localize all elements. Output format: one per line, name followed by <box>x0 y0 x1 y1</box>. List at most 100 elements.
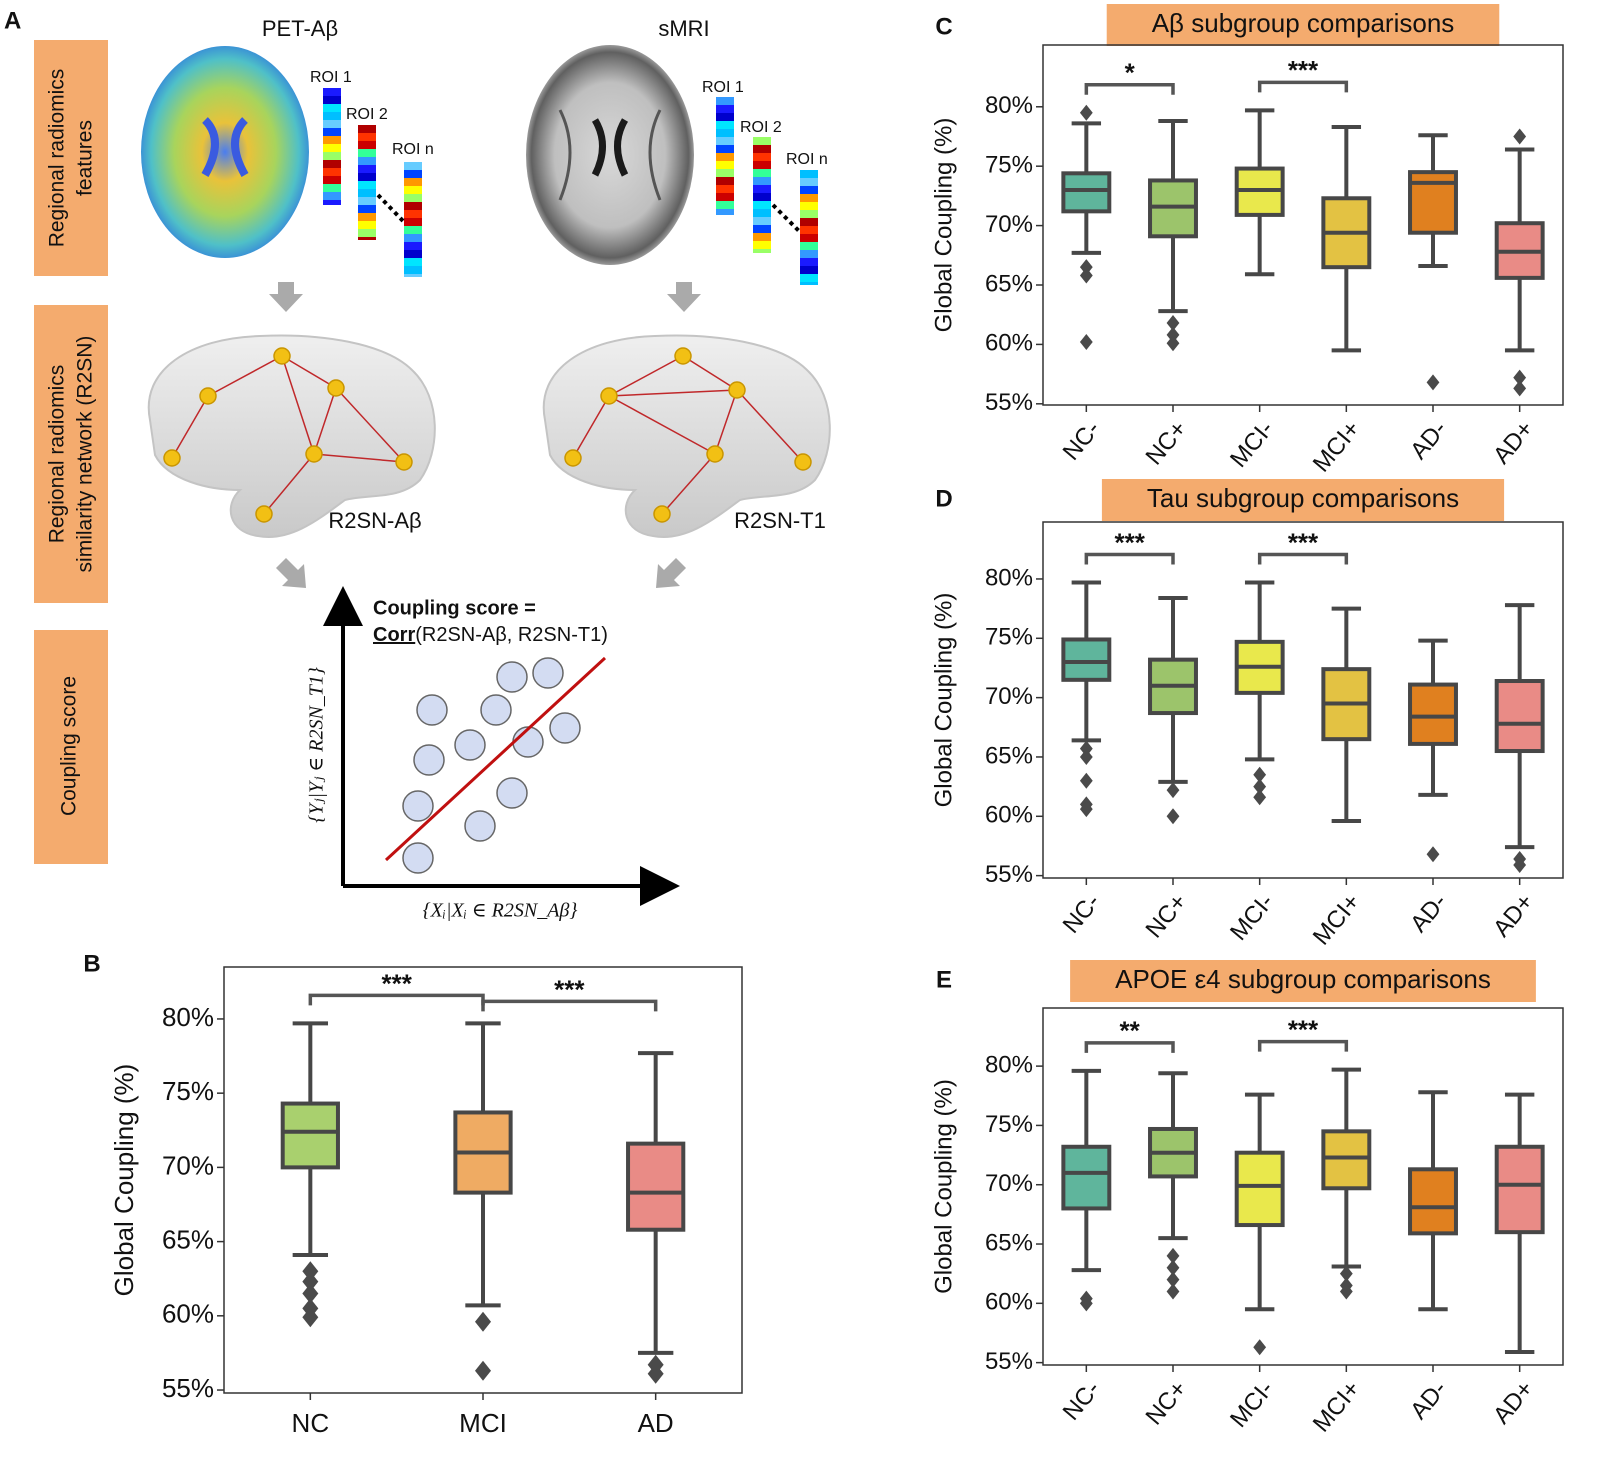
arrow <box>667 282 701 312</box>
roi-segment <box>323 144 341 152</box>
x-tick-label: AD- <box>1405 1376 1452 1425</box>
panel-a: A Regional radiomics features Regional r… <box>4 7 831 922</box>
whisker <box>1244 214 1275 277</box>
network-label: R2SN-T1 <box>734 508 826 533</box>
outlier <box>1166 326 1180 343</box>
y-axis-label: Global Coupling (%) <box>109 1064 139 1297</box>
whisker <box>1071 1208 1102 1273</box>
whisker <box>1158 1071 1188 1129</box>
whisker <box>1418 638 1448 685</box>
cortex <box>147 334 436 538</box>
row-label: Coupling score <box>58 676 81 816</box>
roi-label: ROI 1 <box>310 69 352 86</box>
network-edges <box>171 355 804 515</box>
whisker <box>1071 1068 1102 1147</box>
y-tick-label: 60% <box>985 330 1033 357</box>
network-nodes <box>163 347 812 523</box>
outlier <box>1079 267 1093 284</box>
roi-segment <box>358 181 376 189</box>
roi-segment <box>404 274 422 277</box>
roi-segment <box>753 217 771 225</box>
outlier <box>302 1307 319 1328</box>
arrow <box>276 558 306 588</box>
arrow <box>656 558 686 588</box>
whisker <box>1158 1176 1188 1241</box>
roi-segment <box>323 152 341 160</box>
whisker <box>1504 751 1535 850</box>
pet-detail <box>201 117 249 177</box>
roi-segment <box>358 197 376 205</box>
x-tick-label: MCI+ <box>1308 889 1366 951</box>
roi-segment <box>800 218 818 226</box>
outlier <box>1339 1283 1353 1300</box>
roi-segment <box>753 193 771 201</box>
outlier <box>1513 128 1527 145</box>
roi-segment <box>753 185 771 193</box>
whisker <box>1504 147 1535 224</box>
roi-segment <box>323 112 341 120</box>
plot-frame <box>1042 521 1564 879</box>
plot-frame <box>1042 44 1564 406</box>
whisker <box>1331 124 1362 199</box>
roi-segment <box>753 225 771 233</box>
x-tick-label: MCI+ <box>1308 416 1366 478</box>
row-label-box <box>34 305 108 603</box>
whisker <box>1504 1092 1535 1147</box>
box <box>280 1101 340 1170</box>
x-tick-label: MCI- <box>1225 1376 1279 1433</box>
panel-letter: A <box>4 7 21 34</box>
whisker <box>1071 679 1102 743</box>
outlier <box>1166 1259 1180 1276</box>
row-label: Regional radiomics <box>46 365 69 544</box>
panel-letter: B <box>83 950 100 977</box>
illustrative-points <box>402 657 581 874</box>
y-tick-label: 65% <box>985 1229 1033 1256</box>
roi-segment <box>753 145 771 153</box>
roi-segment <box>358 189 376 197</box>
y-tick-label: 80% <box>985 92 1033 119</box>
whisker <box>1331 1067 1362 1132</box>
roi-segment <box>404 258 422 266</box>
y-tick-label: 75% <box>162 1076 214 1106</box>
whisker <box>1418 743 1448 797</box>
roi-segment <box>716 209 734 215</box>
roi-segment <box>753 169 771 177</box>
outlier <box>1253 1339 1267 1356</box>
y-tick-label: 65% <box>985 742 1033 769</box>
roi-segment <box>404 202 422 210</box>
roi-segment <box>800 258 818 266</box>
roi-segment <box>358 157 376 165</box>
whisker <box>465 1192 501 1308</box>
chart-title: APOE ε4 subgroup comparisons <box>1115 964 1491 994</box>
modality-label: sMRI <box>658 16 709 41</box>
box <box>1321 1129 1372 1191</box>
outlier <box>1339 1265 1353 1282</box>
roi-segment <box>753 209 771 217</box>
roi-segment <box>800 242 818 250</box>
outlier <box>1166 1283 1180 1300</box>
y-axis-label: Global Coupling (%) <box>930 593 957 808</box>
roi-segment <box>800 226 818 234</box>
y-tick-label: 65% <box>985 270 1033 297</box>
roi-segment <box>404 170 422 178</box>
roi-segment <box>800 186 818 194</box>
outlier <box>1079 801 1093 818</box>
chart-panel: C Aβ subgroup comparisons 55% 60% 65% 70% 75% 8… <box>930 4 1564 478</box>
y-tick-label: 80% <box>985 1051 1033 1078</box>
significance-label: * <box>1125 58 1136 88</box>
x-tick-label: NC- <box>1058 416 1106 466</box>
significance-label: *** <box>1288 1015 1319 1045</box>
roi-segment <box>716 153 734 161</box>
x-tick-label: MCI- <box>1225 889 1279 946</box>
whisker <box>1504 1232 1535 1354</box>
roi-segment <box>753 161 771 169</box>
chart-panel: B 55% 60% 65% 70% 75% 80% Global Coupling (%) NC… <box>83 950 743 1438</box>
roi-segment <box>800 274 818 282</box>
outlier <box>302 1261 319 1282</box>
network-label: R2SN-Aβ <box>328 508 421 533</box>
roi-segment <box>800 202 818 210</box>
roi-segment <box>716 161 734 169</box>
roi-segment <box>323 104 341 112</box>
outlier <box>1253 789 1267 806</box>
whisker <box>1071 580 1102 640</box>
